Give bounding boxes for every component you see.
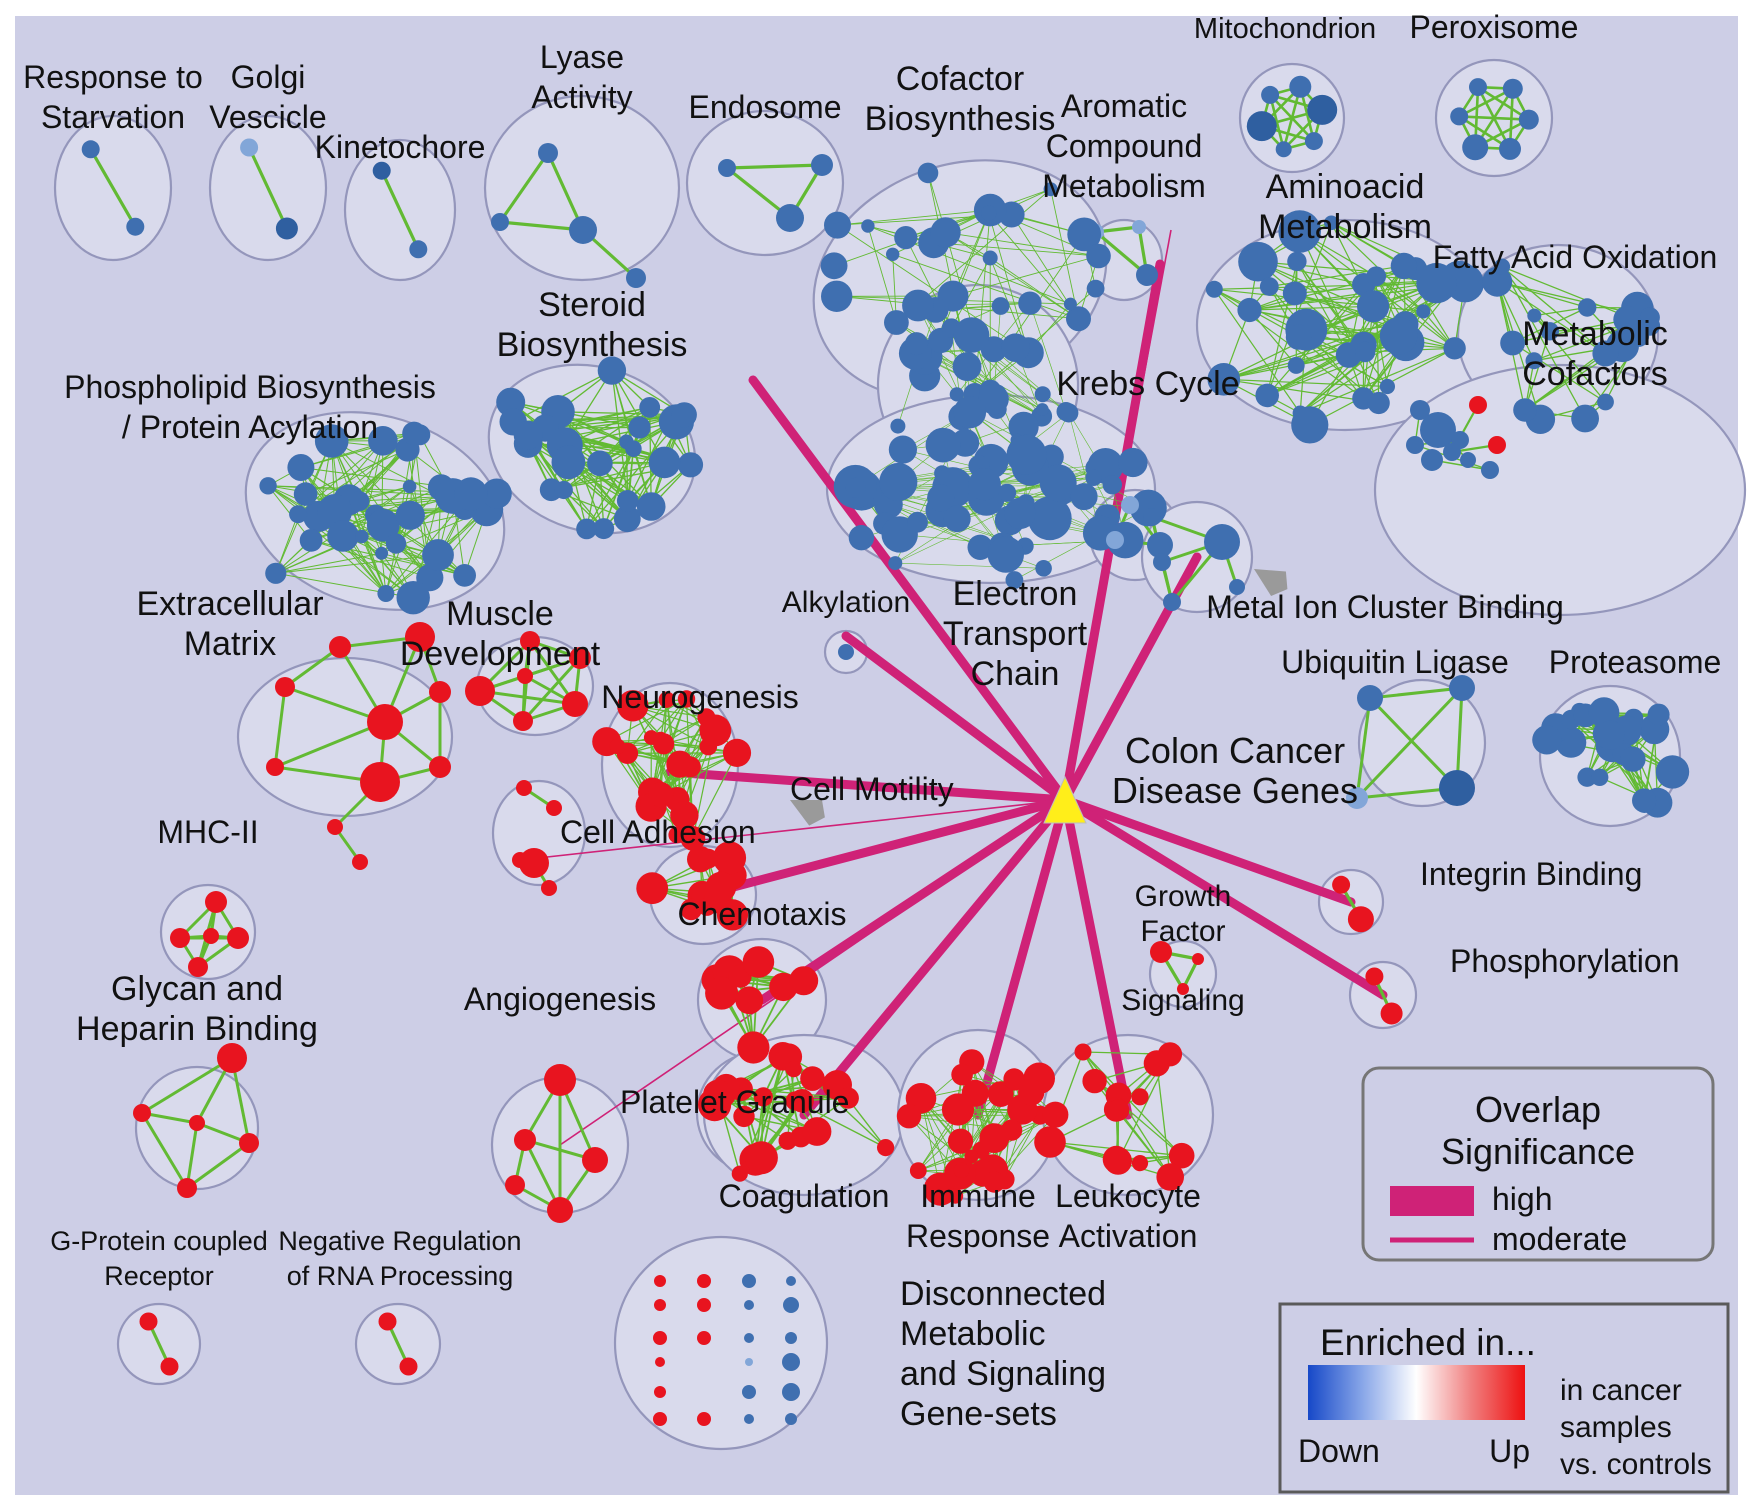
svg-text:Phosphorylation: Phosphorylation <box>1450 943 1679 979</box>
svg-text:Angiogenesis: Angiogenesis <box>464 981 656 1017</box>
svg-text:Biosynthesis: Biosynthesis <box>497 326 688 364</box>
svg-text:Coagulation: Coagulation <box>719 1178 890 1214</box>
svg-text:Biosynthesis: Biosynthesis <box>865 100 1056 138</box>
svg-text:in cancer: in cancer <box>1560 1374 1682 1407</box>
svg-text:Lyase: Lyase <box>540 39 624 75</box>
svg-text:Transport: Transport <box>943 615 1088 653</box>
svg-text:Chain: Chain <box>971 655 1060 693</box>
svg-text:Proteasome: Proteasome <box>1549 644 1722 680</box>
svg-text:Ubiquitin Ligase: Ubiquitin Ligase <box>1281 644 1509 680</box>
svg-text:Heparin Binding: Heparin Binding <box>76 1010 318 1048</box>
svg-text:Peroxisome: Peroxisome <box>1410 9 1579 45</box>
svg-text:Aromatic: Aromatic <box>1061 88 1187 124</box>
svg-text:Extracellular: Extracellular <box>136 585 323 623</box>
svg-text:Electron: Electron <box>953 575 1078 613</box>
svg-text:Signaling: Signaling <box>1121 984 1244 1017</box>
svg-text:Overlap: Overlap <box>1475 1089 1601 1130</box>
svg-text:Matrix: Matrix <box>184 625 277 663</box>
svg-text:Metabolism: Metabolism <box>1042 168 1206 204</box>
svg-text:Phospholipid Biosynthesis: Phospholipid Biosynthesis <box>64 369 436 405</box>
svg-text:Immune: Immune <box>920 1178 1036 1214</box>
svg-text:Cell Motility: Cell Motility <box>790 771 954 807</box>
svg-text:Activity: Activity <box>531 79 632 115</box>
svg-text:samples: samples <box>1560 1411 1672 1444</box>
svg-text:Cofactors: Cofactors <box>1522 355 1668 393</box>
svg-text:Neurogenesis: Neurogenesis <box>601 679 798 715</box>
svg-text:Cell Adhesion: Cell Adhesion <box>560 814 756 850</box>
svg-text:Cofactor: Cofactor <box>896 60 1025 98</box>
svg-text:Alkylation: Alkylation <box>782 586 910 619</box>
svg-text:Negative Regulation: Negative Regulation <box>278 1226 521 1256</box>
svg-text:Leukocyte: Leukocyte <box>1055 1178 1201 1214</box>
svg-text:Receptor: Receptor <box>104 1261 214 1291</box>
svg-text:Kinetochore: Kinetochore <box>315 129 486 165</box>
svg-text:Significance: Significance <box>1441 1131 1635 1172</box>
svg-text:Golgi: Golgi <box>231 59 306 95</box>
svg-text:Disease Genes: Disease Genes <box>1112 770 1358 811</box>
svg-text:Enriched in...: Enriched in... <box>1320 1322 1536 1363</box>
svg-text:Compound: Compound <box>1046 128 1203 164</box>
svg-text:Metabolic: Metabolic <box>1522 315 1668 353</box>
svg-text:Down: Down <box>1298 1433 1380 1469</box>
svg-text:Integrin Binding: Integrin Binding <box>1420 856 1642 892</box>
svg-text:Factor: Factor <box>1140 915 1225 948</box>
svg-text:Aminoacid: Aminoacid <box>1266 168 1425 206</box>
svg-text:Starvation: Starvation <box>41 99 185 135</box>
svg-text:MHC-II: MHC-II <box>157 814 258 850</box>
svg-text:Chemotaxis: Chemotaxis <box>678 896 847 932</box>
svg-text:Krebs Cycle: Krebs Cycle <box>1056 365 1239 403</box>
svg-text:/ Protein Acylation: / Protein Acylation <box>122 409 378 445</box>
svg-text:Metabolic: Metabolic <box>900 1315 1046 1353</box>
svg-text:Disconnected: Disconnected <box>900 1275 1106 1313</box>
svg-text:and Signaling: and Signaling <box>900 1355 1106 1393</box>
svg-text:moderate: moderate <box>1492 1221 1627 1257</box>
svg-text:Response to: Response to <box>23 59 203 95</box>
svg-text:Steroid: Steroid <box>538 286 646 324</box>
svg-text:Response: Response <box>906 1218 1050 1254</box>
svg-text:vs. controls: vs. controls <box>1560 1448 1712 1481</box>
svg-text:Vescicle: Vescicle <box>209 99 326 135</box>
svg-text:Metabolism: Metabolism <box>1258 208 1432 246</box>
svg-text:Growth: Growth <box>1135 880 1232 913</box>
svg-text:Muscle: Muscle <box>446 595 554 633</box>
svg-text:Mitochondrion: Mitochondrion <box>1194 13 1376 45</box>
svg-text:Up: Up <box>1489 1433 1530 1469</box>
svg-text:Glycan and: Glycan and <box>111 970 283 1008</box>
svg-text:Development: Development <box>400 635 601 673</box>
svg-text:Fatty Acid Oxidation: Fatty Acid Oxidation <box>1433 239 1718 275</box>
svg-text:Activation: Activation <box>1059 1218 1198 1254</box>
svg-text:of RNA Processing: of RNA Processing <box>287 1261 514 1291</box>
svg-text:Metal Ion Cluster Binding: Metal Ion Cluster Binding <box>1206 589 1564 625</box>
svg-text:high: high <box>1492 1181 1553 1217</box>
svg-text:Gene-sets: Gene-sets <box>900 1395 1057 1433</box>
svg-text:Endosome: Endosome <box>689 89 842 125</box>
svg-text:Colon Cancer: Colon Cancer <box>1125 730 1345 771</box>
svg-text:G-Protein coupled: G-Protein coupled <box>50 1226 268 1256</box>
svg-text:Platelet Granule: Platelet Granule <box>620 1084 849 1120</box>
